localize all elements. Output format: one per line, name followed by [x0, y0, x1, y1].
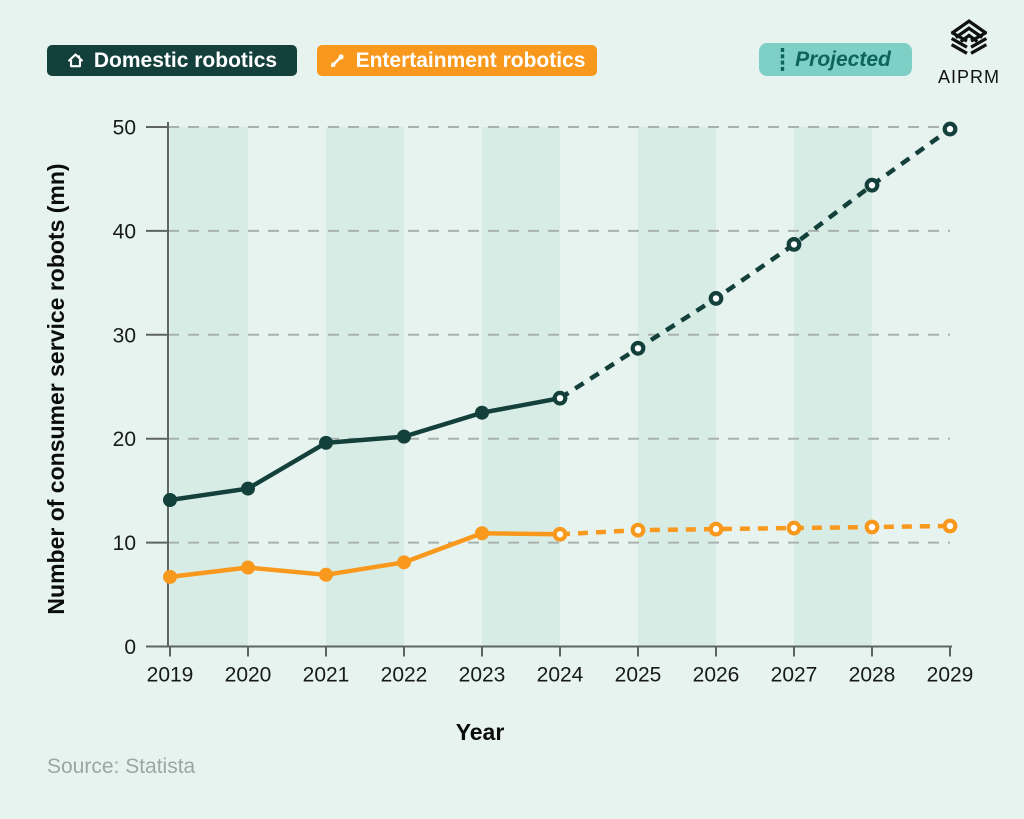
data-point-projected: [786, 520, 802, 536]
plot-band: [170, 127, 248, 647]
x-tick-label: 2027: [771, 664, 818, 687]
data-point-projected: [552, 526, 568, 542]
x-tick-label: 2024: [537, 664, 584, 687]
x-tick-label: 2025: [615, 664, 662, 687]
y-tick-label: 20: [113, 428, 136, 451]
aiprm-logo-icon: [950, 19, 988, 55]
data-point: [475, 405, 489, 420]
data-point-projected: [786, 237, 802, 252]
data-point-projected: [630, 340, 646, 356]
y-tick-label: 10: [113, 532, 136, 555]
series-line-solid: [169, 395, 561, 503]
data-point: [241, 481, 255, 496]
y-tick-label: 40: [113, 220, 136, 243]
data-point-projected: [552, 390, 568, 406]
y-tick-label: 30: [113, 324, 136, 347]
plot-band: [482, 127, 560, 647]
data-point: [163, 569, 177, 584]
legend-domestic-badge: Domestic robotics: [47, 45, 297, 76]
legend-domestic-label: Domestic robotics: [93, 49, 278, 72]
data-point-projected: [942, 121, 958, 137]
x-tick-label: 2023: [459, 664, 506, 687]
data-point: [397, 429, 411, 444]
data-point: [163, 493, 177, 508]
x-tick-label: 2019: [147, 664, 194, 687]
legend-entertainment-label: Entertainment robotics: [355, 49, 586, 72]
aiprm-logo: AIPRM: [930, 16, 1008, 88]
projected-badge: Projected: [759, 43, 912, 76]
x-tick-label: 2022: [381, 664, 428, 687]
x-tick-label: 2028: [849, 664, 896, 687]
data-point-projected: [864, 519, 880, 535]
y-tick-label: 0: [124, 636, 136, 659]
home-icon: [67, 52, 84, 69]
data-point: [241, 560, 255, 575]
y-axis-title: Number of consumer service robots (mn): [43, 163, 69, 615]
legend-entertainment-badge: Entertainment robotics: [317, 45, 597, 76]
data-point-projected: [942, 518, 958, 534]
series-line-solid: [169, 530, 561, 580]
x-tick-label: 2021: [303, 664, 350, 687]
projected-label: Projected: [795, 48, 891, 71]
data-point: [319, 567, 333, 582]
x-tick-label: 2029: [927, 664, 974, 687]
dotted-line-icon: [780, 48, 785, 71]
plot-band: [794, 127, 872, 647]
series-line-projected: [559, 523, 951, 537]
plot-band: [326, 127, 404, 647]
x-tick-label: 2026: [693, 664, 740, 687]
series-line-projected: [558, 127, 952, 401]
toy-rocket-icon: [329, 52, 346, 69]
aiprm-logo-text: AIPRM: [937, 67, 1000, 87]
data-point-projected: [708, 291, 724, 306]
data-point: [475, 526, 489, 541]
data-point-projected: [708, 521, 724, 537]
data-point: [319, 435, 333, 450]
x-tick-label: 2020: [225, 664, 272, 687]
data-point: [397, 555, 411, 570]
x-axis-title: Year: [455, 719, 505, 745]
source-note: Source: Statista: [47, 755, 196, 778]
plot-band: [638, 127, 716, 647]
data-point-projected: [630, 522, 646, 538]
y-tick-label: 50: [113, 117, 136, 140]
data-point-projected: [864, 177, 880, 193]
